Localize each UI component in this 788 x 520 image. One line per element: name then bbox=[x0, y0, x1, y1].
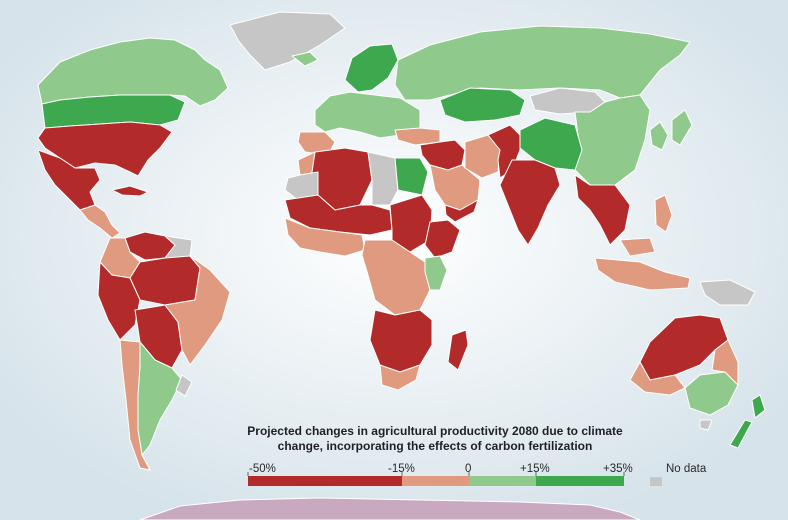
region-northern-china: Northern China bbox=[519, 117, 583, 171]
region-central-america: Central America bbox=[79, 204, 121, 239]
region-southern-united-states: Southern United States bbox=[37, 121, 173, 177]
region-uruguay: Uruguay bbox=[175, 374, 193, 397]
legend-swatch-severe-loss bbox=[248, 476, 402, 486]
region-indonesia: Indonesia bbox=[594, 237, 691, 291]
legend-swatch-gain bbox=[469, 476, 536, 486]
legend-tick-plus-35: +35% bbox=[603, 463, 633, 475]
legend-tick-minus-50: -50% bbox=[249, 463, 276, 475]
region-southeast-asia: Southeast Asia bbox=[574, 174, 631, 246]
legend-swatch-no-data bbox=[650, 477, 662, 486]
region-tasmania: Tasmania bbox=[699, 419, 713, 431]
legend-swatch-loss bbox=[402, 476, 469, 486]
region-eastern-brazil: Eastern Brazil bbox=[164, 255, 231, 366]
region-india: India bbox=[499, 159, 561, 246]
region-philippines: Philippines bbox=[654, 194, 673, 233]
region-northern-brazil: Northern Brazil bbox=[129, 255, 201, 306]
region-yemen: Yemen bbox=[444, 199, 479, 223]
region-korea-and-japan: Korea and Japan bbox=[649, 109, 693, 151]
region-papua-new-guinea: Papua New Guinea bbox=[699, 279, 756, 306]
region-antarctica: Antarctica bbox=[139, 497, 641, 520]
region-iceland: Iceland bbox=[291, 51, 319, 67]
region-chile: Chile bbox=[119, 339, 151, 471]
legend bbox=[247, 472, 662, 486]
legend-no-data-label: No data bbox=[666, 463, 707, 475]
map-title: Projected changes in agricultural produc… bbox=[240, 424, 630, 454]
legend-swatch-strong-gain bbox=[536, 476, 624, 486]
region-libya: Libya bbox=[367, 151, 399, 206]
map-title-line-1: Projected changes in agricultural produc… bbox=[247, 424, 623, 438]
region-mexico: Mexico bbox=[37, 149, 101, 211]
region-peru: Peru bbox=[97, 261, 141, 341]
region-south-africa: South Africa bbox=[379, 364, 421, 391]
region-cuba: Cuba bbox=[111, 185, 149, 197]
legend-tick-minus-15: -15% bbox=[388, 463, 415, 475]
region-egypt: Egypt bbox=[394, 157, 429, 196]
map-title-line-2: change, incorporating the effects of car… bbox=[277, 439, 593, 453]
region-sudan: Sudan bbox=[389, 194, 433, 253]
region-kenya: Kenya bbox=[424, 255, 448, 291]
region-kazakhstan: Kazakhstan bbox=[439, 87, 526, 123]
legend-tick-plus-15: +15% bbox=[520, 463, 550, 475]
region-ethiopia: Ethiopia bbox=[424, 219, 461, 259]
region-southern-africa: Southern Africa bbox=[369, 309, 433, 373]
region-new-zealand: New Zealand bbox=[729, 394, 766, 449]
region-madagascar: Madagascar bbox=[447, 329, 469, 371]
legend-tick-zero: 0 bbox=[465, 463, 472, 475]
region-west-africa: West Africa bbox=[284, 217, 366, 257]
region-western-australia: Western Australia bbox=[629, 339, 739, 396]
